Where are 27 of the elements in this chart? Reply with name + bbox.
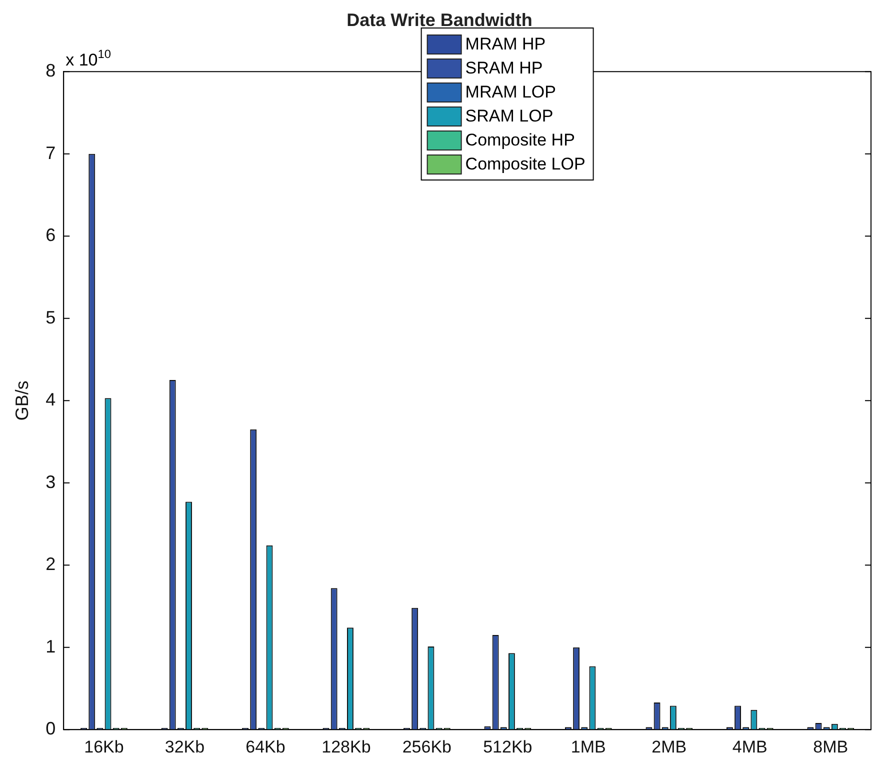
- y-tick-label: 5: [46, 307, 56, 328]
- x-tick-label: 32Kb: [164, 737, 205, 756]
- y-tick-label: 6: [46, 225, 56, 246]
- x-tick-label: 2MB: [652, 737, 687, 756]
- x-tick-label: 256Kb: [402, 737, 452, 756]
- legend-label: SRAM LOP: [465, 106, 554, 126]
- y-axis-title: GB/s: [12, 380, 32, 421]
- x-tick-label: 4MB: [732, 737, 768, 756]
- x-tick-label: 8MB: [813, 737, 848, 756]
- x-tick-label: 128Kb: [322, 737, 371, 756]
- legend-label: Composite LOP: [465, 154, 586, 174]
- x-tick-label: 64Kb: [246, 737, 286, 756]
- legend-label: Composite HP: [465, 130, 575, 150]
- legend-label: MRAM LOP: [465, 82, 556, 102]
- y-tick-label: 4: [46, 390, 56, 410]
- y-tick-label: 3: [46, 472, 56, 492]
- legend-label: MRAM HP: [465, 34, 546, 54]
- y-tick-label: 0: [46, 718, 56, 739]
- legend-label: SRAM HP: [465, 58, 543, 78]
- y-tick-label: 8: [46, 60, 56, 81]
- chart-title: Data Write Bandwidth: [346, 10, 532, 30]
- y-tick-label: 2: [46, 554, 56, 574]
- x-tick-label: 512Kb: [483, 737, 532, 756]
- y-tick-label: 1: [46, 636, 56, 656]
- y-tick-label: 7: [46, 142, 56, 163]
- x-tick-label: 1MB: [570, 737, 606, 756]
- x-tick-label: 16Kb: [84, 737, 124, 756]
